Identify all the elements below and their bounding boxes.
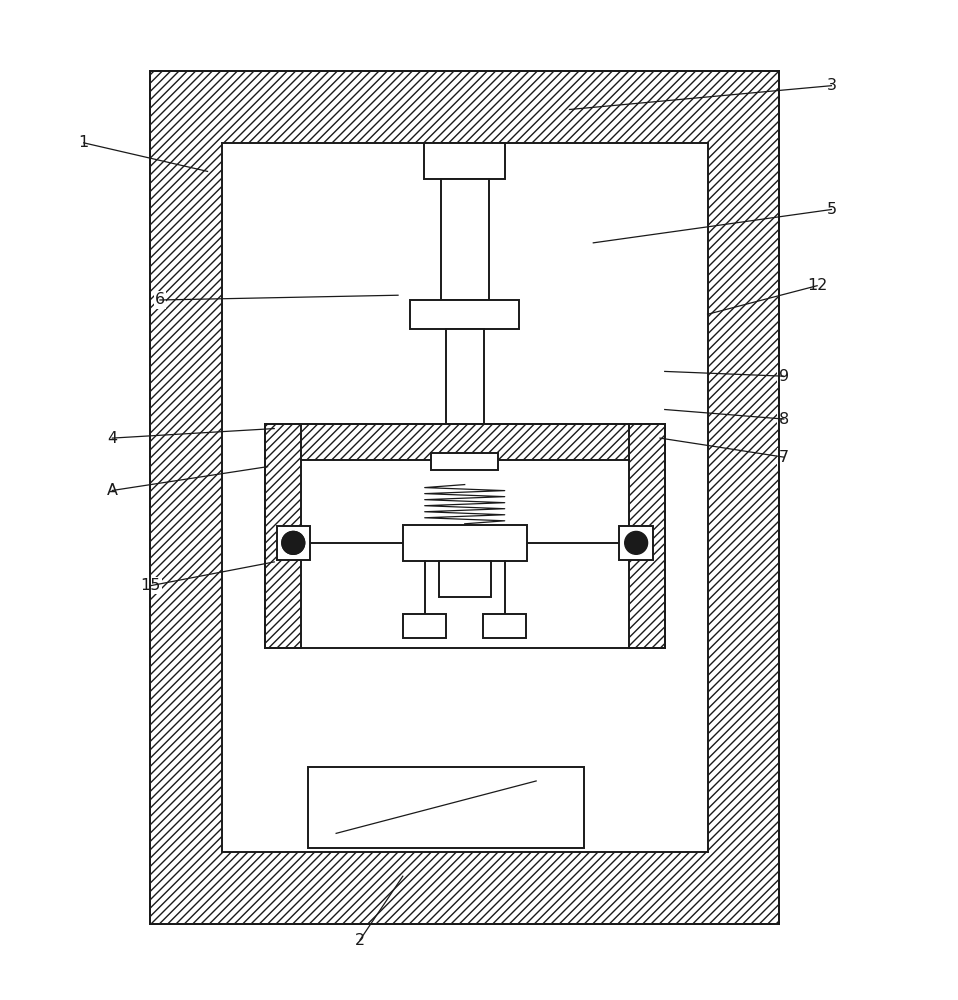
Bar bbox=[150, 71, 779, 924]
Bar bbox=[410, 300, 519, 329]
Bar bbox=[620, 526, 652, 560]
Bar bbox=[264, 424, 665, 460]
Bar bbox=[441, 179, 489, 300]
Circle shape bbox=[625, 531, 648, 554]
Text: 12: 12 bbox=[807, 278, 828, 293]
Bar bbox=[439, 561, 490, 597]
Bar bbox=[402, 525, 527, 561]
Bar bbox=[301, 460, 628, 648]
Text: 2: 2 bbox=[354, 933, 365, 948]
Bar bbox=[424, 143, 505, 179]
Bar bbox=[264, 424, 301, 648]
Text: 9: 9 bbox=[779, 369, 788, 384]
Text: 3: 3 bbox=[827, 78, 836, 93]
Text: 7: 7 bbox=[779, 450, 788, 465]
Circle shape bbox=[282, 531, 305, 554]
Text: 5: 5 bbox=[827, 202, 836, 217]
Text: A: A bbox=[106, 483, 118, 498]
Bar bbox=[445, 329, 484, 446]
Text: 1: 1 bbox=[79, 135, 89, 150]
Bar bbox=[483, 614, 526, 638]
Bar bbox=[431, 453, 498, 470]
Text: 15: 15 bbox=[140, 578, 161, 593]
Text: 6: 6 bbox=[155, 292, 165, 307]
Bar bbox=[277, 526, 310, 560]
Bar bbox=[628, 424, 665, 648]
Bar bbox=[222, 143, 708, 852]
Bar bbox=[308, 767, 583, 848]
Bar bbox=[403, 614, 446, 638]
Bar bbox=[222, 143, 708, 852]
Text: 8: 8 bbox=[779, 412, 788, 427]
Text: 4: 4 bbox=[107, 431, 118, 446]
Bar bbox=[150, 71, 779, 924]
